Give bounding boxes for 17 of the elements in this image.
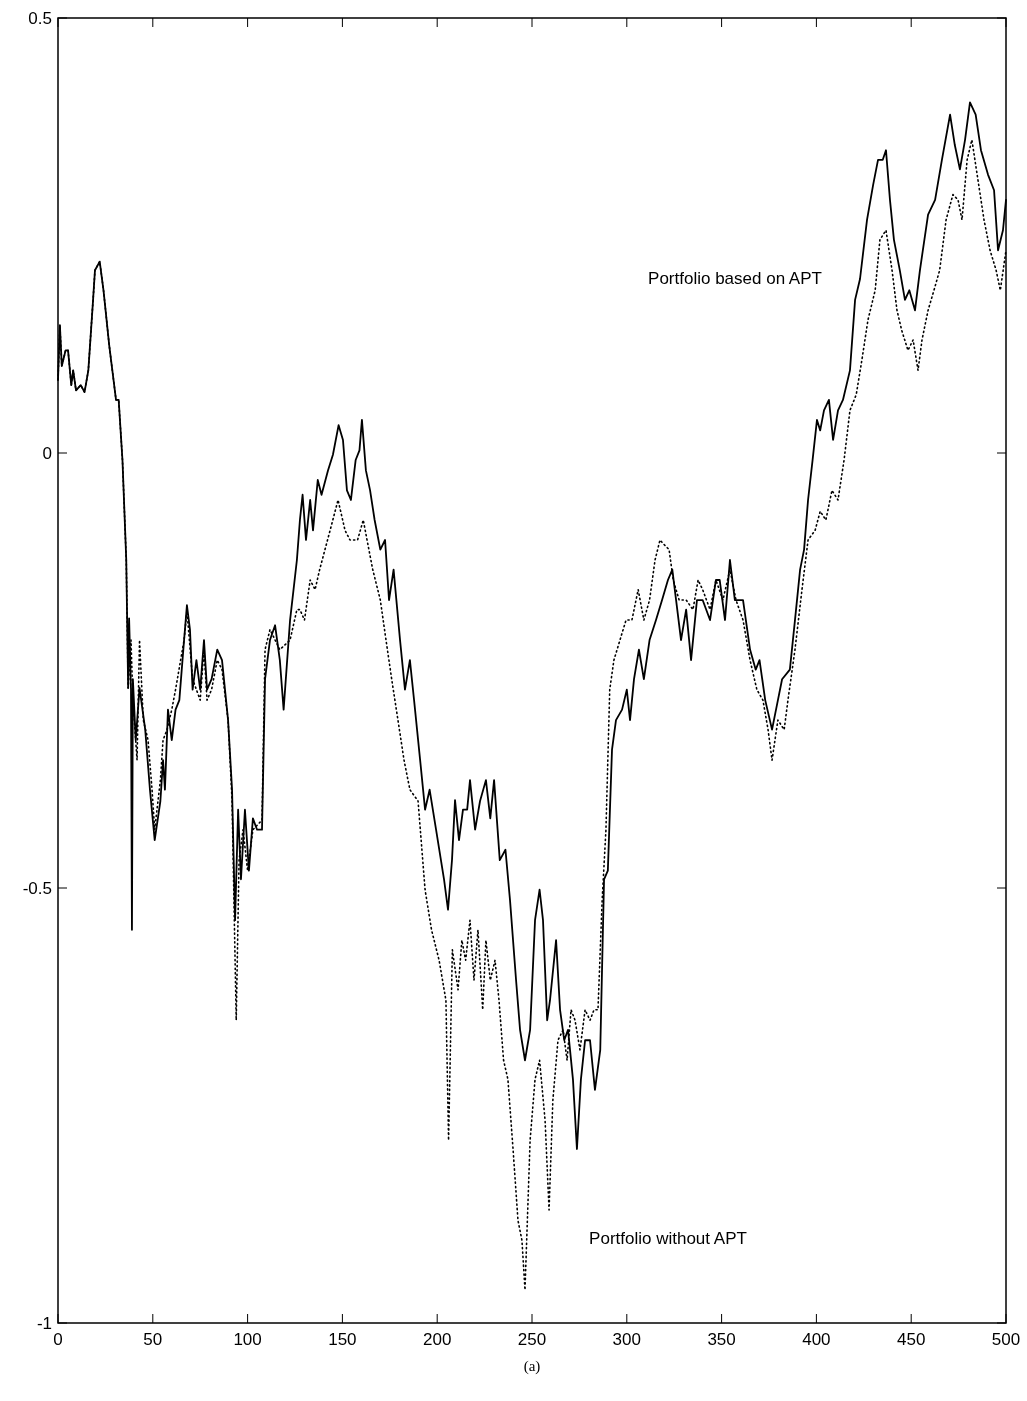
x-tick-label: 300 bbox=[612, 1330, 641, 1349]
y-tick-label: -1 bbox=[36, 1314, 52, 1333]
x-tick-label: 500 bbox=[991, 1330, 1021, 1349]
x-tick-label: 450 bbox=[897, 1330, 926, 1349]
y-tick-label: 0.5 bbox=[28, 9, 52, 28]
text: Portfolio without APT bbox=[589, 1229, 747, 1249]
x-tick-label: 200 bbox=[423, 1330, 452, 1349]
y-tick-label: 0 bbox=[42, 444, 52, 463]
x-tick-label: 100 bbox=[233, 1330, 262, 1349]
x-tick-label: 350 bbox=[707, 1330, 736, 1349]
x-tick-label: 150 bbox=[328, 1330, 357, 1349]
y-tick-label: -0.5 bbox=[22, 879, 52, 898]
x-tick-label: 250 bbox=[517, 1330, 547, 1349]
text: (a) bbox=[523, 1358, 541, 1375]
x-tick-label: 50 bbox=[143, 1330, 163, 1349]
x-tick-label: 400 bbox=[802, 1330, 831, 1349]
text: Portfolio based on APT bbox=[648, 269, 822, 289]
